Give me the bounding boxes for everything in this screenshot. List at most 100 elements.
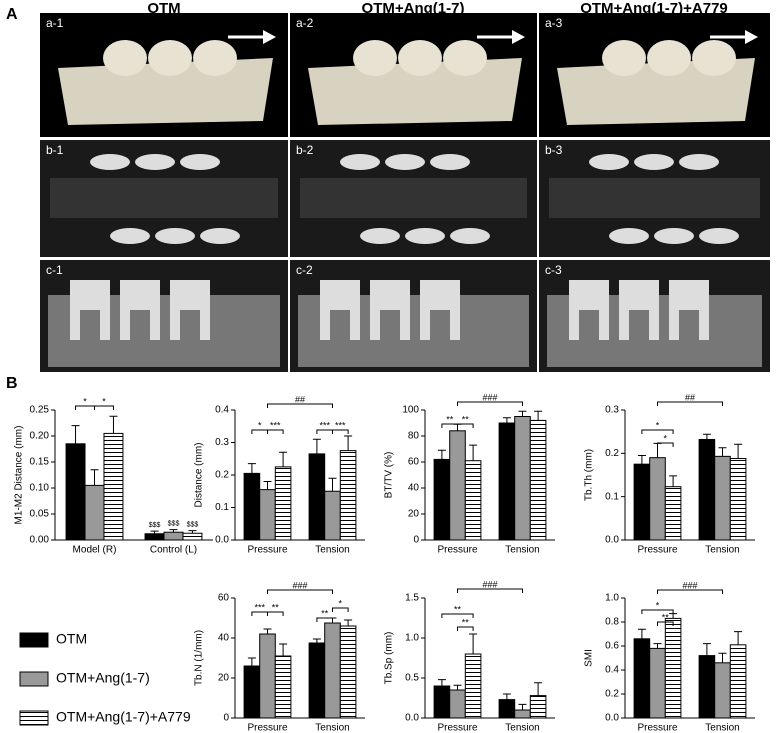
error-bar [669,475,678,487]
x-tick-label: Pressure [437,545,477,556]
y-tick-label: 0.00 [30,535,50,546]
x-tick-label: Tension [315,723,349,733]
tooth-section [679,154,719,170]
error-bar [247,657,256,666]
error-bar [718,447,727,457]
jaw-render [557,58,755,125]
tile-label: b-1 [46,143,64,157]
significance-label: ## [295,394,305,404]
tooth-render [148,40,192,76]
tooth-section [385,154,425,170]
tooth-section [120,280,160,340]
bar [339,625,357,719]
significance-bracket [94,405,114,410]
error-bar [734,443,743,459]
tooth-section [654,228,694,244]
y-tick-label: 0.1 [605,491,619,502]
significance-label: ### [482,579,497,589]
significance-bracket [267,429,284,434]
significance-label: * [258,420,262,430]
tooth-render [103,40,147,76]
tile-label: c-2 [296,263,313,277]
tooth-section [110,228,150,244]
tile-label: b-2 [296,143,314,157]
significance-bracket [457,626,474,631]
scan-band [549,178,760,218]
bar [84,484,105,541]
y-tick-label: 0.6 [605,641,619,652]
tooth-section [669,280,709,340]
significance-bracket [251,429,268,434]
significance-bracket [267,403,333,408]
tooth-section [90,154,130,170]
error-bar [312,438,321,454]
significance-label: * [83,396,87,406]
x-tick-label: Tension [315,545,349,556]
significance-bracket [657,401,723,406]
x-tick-label: Pressure [637,545,677,556]
y-tick-label: 1.0 [405,633,419,644]
column-title: OTM [147,0,180,17]
legend-swatch [19,710,49,726]
arrow-head [745,30,758,44]
tooth-section [180,154,220,170]
significance-label: * [664,433,668,443]
scan-band [50,178,278,218]
significance-bracket [657,589,723,594]
scan-band [300,178,527,218]
significance-label: ** [662,612,670,622]
error-bar [312,638,321,643]
error-bar [518,410,527,417]
tooth-section [320,280,360,340]
y-tick-label: 0.20 [30,431,50,442]
error-bar [469,633,478,654]
bar [464,460,482,541]
error-bar [328,477,337,492]
tooth-section [430,154,470,170]
tooth-section [170,280,210,340]
bar [259,489,276,541]
bar [243,665,261,719]
significance-label: $$$ [168,520,180,527]
bar [529,419,547,541]
y-tick-label: 40 [408,483,420,494]
significance-bracket [457,401,523,406]
error-bar [344,619,353,626]
significance-label: ### [292,580,307,590]
error-bar [109,415,118,434]
tile-label: a-3 [545,16,563,30]
bar [529,695,547,719]
significance-bracket [641,609,674,614]
error-bar [263,628,272,634]
y-tick-label: 0.0 [605,713,619,724]
bar [714,662,731,719]
bar [243,472,261,541]
error-bar [718,652,727,663]
x-tick-label: Pressure [437,723,477,733]
tooth-render [398,40,442,76]
error-bar [502,417,511,423]
tooth-section [619,280,659,340]
legend-label: OTM+Ang(1-7) [56,670,150,686]
bar [308,642,326,719]
significance-bracket [267,589,333,594]
x-tick-label: Tension [505,545,539,556]
y-tick-label: 0.05 [30,509,50,520]
y-tick-label: 40 [218,633,230,644]
significance-bracket [441,613,474,618]
significance-bracket [75,405,95,410]
column-title: OTM+Ang(1-7)+A779 [580,0,728,17]
error-bar [344,435,353,451]
significance-bracket [657,442,674,447]
error-bar [453,684,462,690]
x-tick-label: Tension [705,545,739,556]
x-tick-label: Control (L) [150,545,197,556]
error-bar [653,643,662,649]
y-tick-label: 0.8 [605,617,619,628]
significance-label: *** [270,420,281,430]
y-axis-label: SMI [584,649,595,667]
y-tick-label: 100 [402,405,419,416]
y-tick-label: 0 [413,535,419,546]
